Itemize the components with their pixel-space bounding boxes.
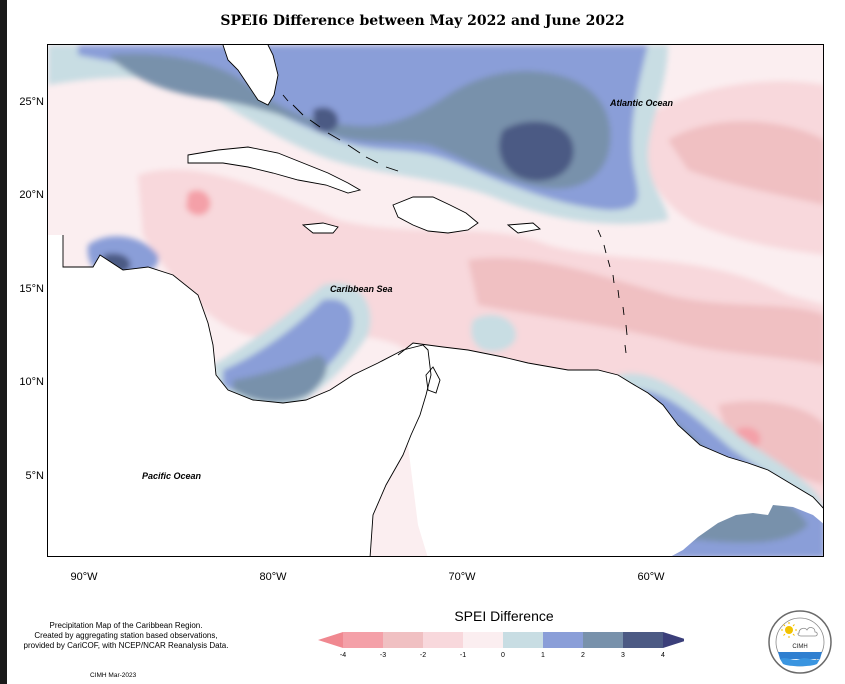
land-cuba	[188, 147, 360, 193]
logo-sun-icon	[785, 626, 793, 634]
lat-label-25n: 25°N	[19, 96, 44, 108]
contour-pos3-bahamas	[313, 107, 339, 132]
contour-neg2-se	[718, 401, 823, 485]
lat-label-5n: 5°N	[25, 470, 44, 482]
lat-label-10n: 10°N	[19, 376, 44, 388]
left-edge-strip	[0, 0, 7, 684]
cimh-logo: CIMH	[768, 610, 832, 674]
coast-lesser-antilles	[597, 229, 628, 354]
spei-map	[47, 44, 824, 557]
logo-text: CIMH	[792, 644, 807, 650]
legend-swatch	[383, 632, 423, 648]
coast-lake-maracaibo	[425, 366, 441, 394]
land-hispaniola	[393, 197, 478, 233]
contour-pos2-panama	[233, 355, 327, 403]
contour-pos-curacao	[471, 314, 517, 352]
land-masses	[48, 45, 823, 556]
coast-jamaica	[301, 222, 339, 234]
pacific-ocean-label: Pacific Ocean	[142, 471, 202, 481]
legend-over-arrow	[663, 632, 684, 648]
legend-colorbar	[318, 632, 684, 648]
land-jamaica	[303, 223, 338, 233]
legend-swatch	[623, 632, 663, 648]
land-south-america	[398, 343, 823, 556]
credits-line-3: provided by CariCOF, with NCEP/NCAR Rean…	[23, 641, 229, 650]
coast-hispaniola	[392, 196, 479, 234]
logo-cloud-icon	[797, 627, 818, 637]
lat-label-20n: 20°N	[19, 189, 44, 201]
lon-label-70w: 70°W	[448, 571, 476, 583]
contour-pos3-atlantic	[499, 121, 574, 181]
coast-florida	[222, 45, 279, 106]
map-canvas	[48, 45, 823, 556]
legend-title: SPEI Difference	[454, 608, 554, 624]
logo-sun-rays-icon	[781, 622, 797, 638]
legend-bar	[318, 632, 684, 648]
logo-waves-icon	[778, 652, 822, 659]
legend-tick: -1	[459, 652, 467, 659]
legend-tick: 2	[581, 652, 585, 659]
credits-text: Precipitation Map of the Caribbean Regio…	[8, 621, 244, 651]
contour-neg2-sea	[468, 257, 823, 365]
legend-swatch	[543, 632, 583, 648]
coast-puerto-rico	[506, 222, 542, 234]
legend-swatch	[423, 632, 463, 648]
legend-tick: -4	[339, 652, 347, 659]
coastlines	[62, 45, 823, 556]
contour-pos1-panama	[223, 299, 353, 399]
credits-stamp: CIMH Mar-2023	[90, 672, 137, 679]
caribbean-sea-label: Caribbean Sea	[330, 284, 393, 294]
map-title: SPEI6 Difference between May 2022 and Ju…	[220, 13, 625, 29]
land-florida	[223, 45, 278, 105]
legend-tick: -2	[419, 652, 427, 659]
atlantic-ocean-label: Atlantic Ocean	[610, 98, 674, 108]
credits-line-2: Created by aggregating station based obs…	[34, 631, 218, 640]
land-puerto-rico	[508, 223, 540, 233]
lon-label-60w: 60°W	[637, 571, 665, 583]
coast-central-america	[62, 235, 432, 556]
contour-neg3-cuba	[186, 190, 211, 216]
coast-bahamas	[282, 94, 399, 172]
legend-swatch	[503, 632, 543, 648]
credits-line-1: Precipitation Map of the Caribbean Regio…	[49, 621, 203, 630]
contour-neg2-east	[668, 121, 823, 205]
contour-pos2-north	[108, 53, 611, 189]
legend-tick: 1	[541, 652, 545, 659]
legend-swatch	[343, 632, 383, 648]
legend-under-arrow	[318, 632, 343, 648]
legend-tick: 0	[501, 652, 505, 659]
logo-wave-crest-icon	[780, 658, 820, 667]
legend-swatch	[583, 632, 623, 648]
land-yucatan-central-america	[48, 235, 431, 556]
lon-label-80w: 80°W	[259, 571, 287, 583]
lon-label-90w: 90°W	[70, 571, 98, 583]
lat-label-15n: 15°N	[19, 283, 44, 295]
coast-cuba	[187, 146, 362, 194]
legend-tick: 3	[621, 652, 625, 659]
legend-tick: -3	[379, 652, 387, 659]
coast-south-america	[397, 342, 823, 509]
legend-swatch	[463, 632, 503, 648]
legend-tick: 4	[661, 652, 665, 659]
